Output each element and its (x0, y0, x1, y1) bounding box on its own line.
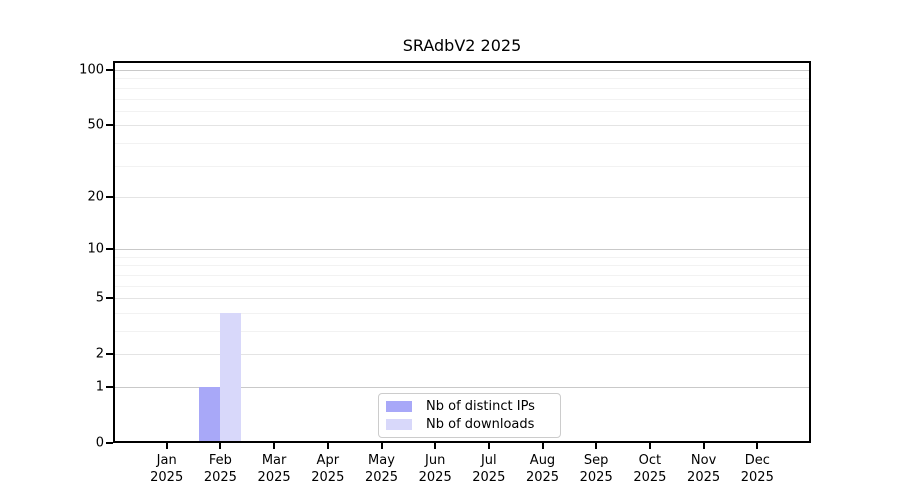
x-tick-label-mar: Mar 2025 (257, 453, 291, 485)
gridline-y-1 (113, 387, 811, 388)
y-tick-label-50: 50 (87, 117, 104, 133)
plot-area: Nb of distinct IPs Nb of downloads (113, 61, 811, 443)
x-tick-mark-oct (648, 443, 651, 449)
y-tick-mark-10 (106, 248, 113, 251)
x-tick-mark-jan (165, 443, 168, 449)
y-tick-mark-5 (106, 297, 113, 300)
gridline-y-40 (113, 142, 811, 144)
x-tick-mark-may (380, 443, 383, 449)
legend: Nb of distinct IPs Nb of downloads (378, 393, 561, 438)
gridline-y-90 (113, 78, 811, 80)
x-tick-mark-nov (702, 443, 705, 449)
y-tick-label-2: 2 (95, 346, 104, 362)
gridline-y-10 (113, 249, 811, 251)
x-tick-mark-jun (434, 443, 437, 449)
gridline-y-70 (113, 98, 811, 100)
gridline-y-30 (113, 165, 811, 167)
y-tick-label-100: 100 (79, 62, 104, 78)
gridline-y-2 (113, 354, 811, 356)
legend-label-0: Nb of distinct IPs (426, 399, 535, 414)
x-tick-mark-jul (487, 443, 490, 449)
x-tick-label-apr: Apr 2025 (311, 453, 345, 485)
y-tick-label-1: 1 (95, 379, 104, 395)
gridline-y-9 (113, 256, 811, 258)
x-tick-mark-dec (756, 443, 759, 449)
x-tick-label-aug: Aug 2025 (525, 453, 560, 485)
legend-label-1: Nb of downloads (426, 417, 535, 432)
gridline-y-80 (113, 87, 811, 89)
y-axis-labels: 0 1 2 5 10 20 50 100 (0, 0, 104, 500)
x-tick-label-jan: Jan 2025 (150, 453, 184, 485)
x-tick-label-jul: Jul 2025 (472, 453, 506, 485)
gridline-y-6 (113, 285, 811, 287)
chart-title: SRAdbV2 2025 (402, 36, 522, 55)
y-tick-label-5: 5 (95, 290, 104, 306)
x-tick-mark-feb (219, 443, 222, 449)
gridline-y-8 (113, 265, 811, 267)
gridline-y-4 (113, 312, 811, 314)
y-tick-mark-100 (106, 69, 113, 71)
legend-swatch-1 (386, 419, 412, 430)
x-tick-label-may: May 2025 (364, 453, 399, 485)
gridline-y-20 (113, 196, 811, 198)
bar-feb-series0 (199, 387, 221, 443)
legend-entry-0: Nb of distinct IPs (386, 398, 550, 415)
y-tick-label-0: 0 (95, 435, 104, 451)
x-tick-mark-apr (326, 443, 329, 449)
x-tick-mark-mar (273, 443, 276, 449)
x-tick-mark-aug (541, 443, 544, 449)
x-tick-label-jun: Jun 2025 (418, 453, 452, 485)
x-tick-label-feb: Feb 2025 (203, 453, 237, 485)
y-tick-label-20: 20 (87, 189, 104, 205)
legend-entry-1: Nb of downloads (386, 416, 550, 433)
gridline-y-100 (113, 70, 811, 71)
y-tick-mark-1 (106, 386, 113, 388)
gridline-y-60 (113, 110, 811, 112)
x-tick-label-sep: Sep 2025 (579, 453, 613, 485)
gridline-y-7 (113, 274, 811, 276)
x-tick-label-nov: Nov 2025 (687, 453, 721, 485)
plot-border (113, 61, 811, 443)
y-tick-label-10: 10 (87, 241, 104, 257)
y-tick-mark-0 (106, 442, 113, 444)
gridline-y-3 (113, 331, 811, 332)
y-tick-mark-50 (106, 124, 113, 127)
gridline-y-5 (113, 298, 811, 300)
gridline-y-50 (113, 125, 811, 127)
y-tick-mark-20 (106, 195, 113, 198)
legend-swatch-0 (386, 401, 412, 412)
x-tick-label-dec: Dec 2025 (740, 453, 774, 485)
x-tick-label-oct: Oct 2025 (633, 453, 667, 485)
y-tick-mark-2 (106, 353, 113, 356)
bar-feb-series1 (220, 312, 242, 443)
x-tick-mark-sep (595, 443, 598, 449)
